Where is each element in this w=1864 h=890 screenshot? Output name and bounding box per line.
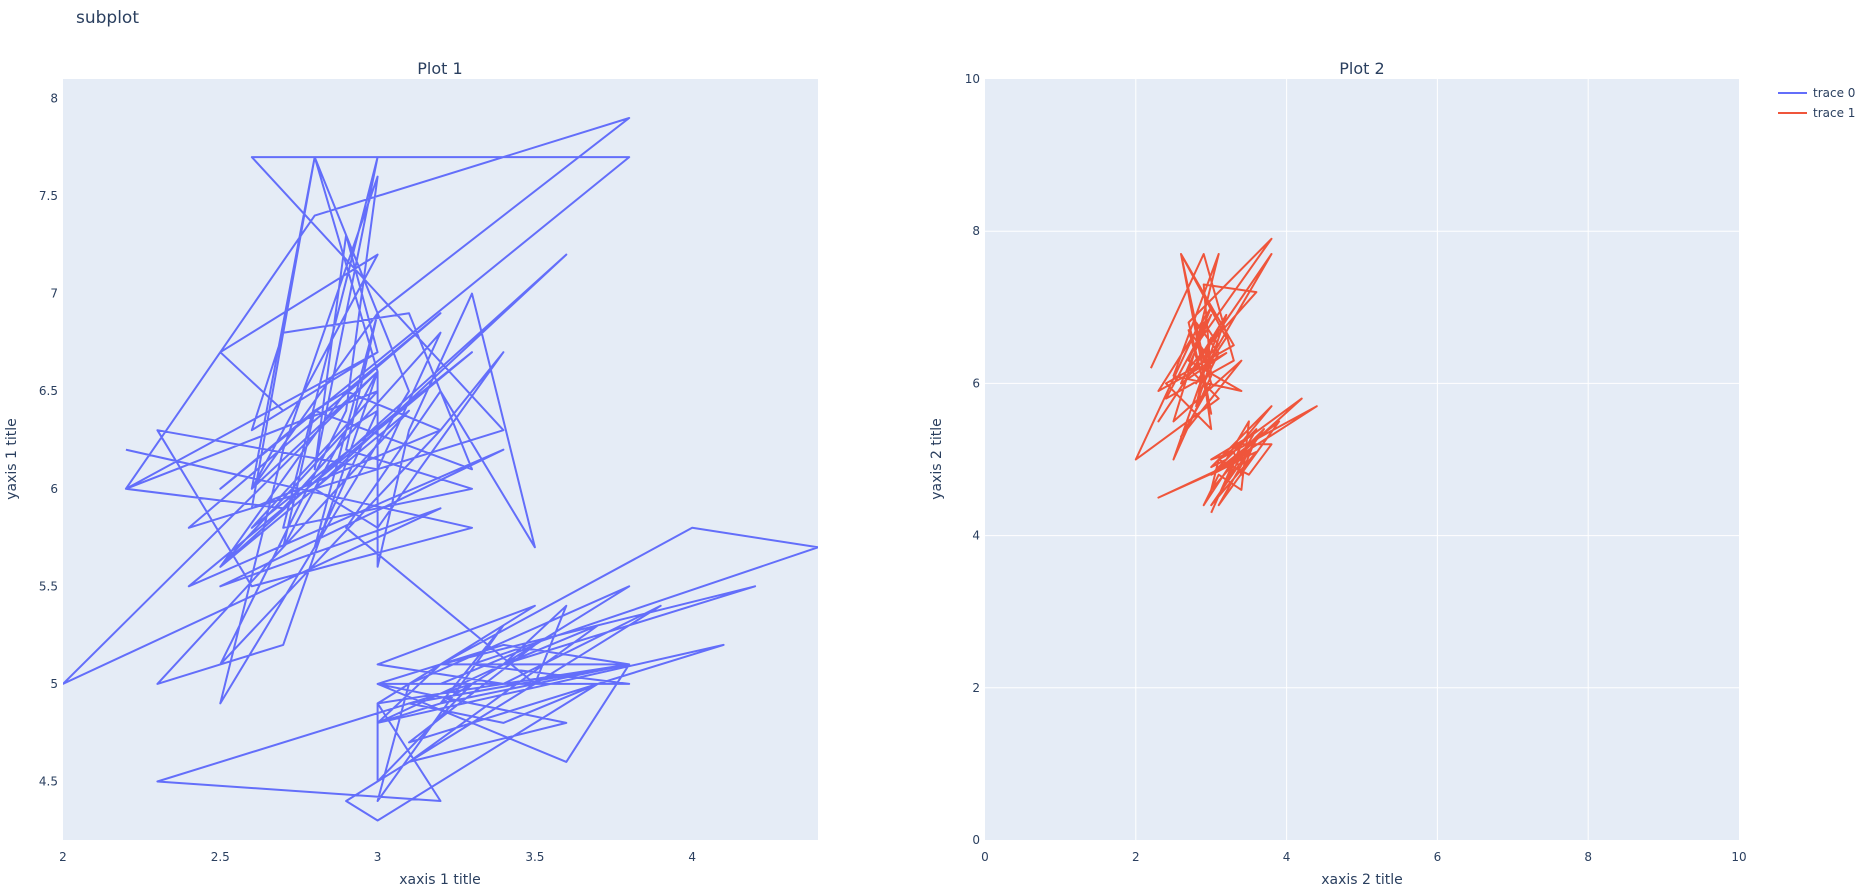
y-tick-label: 7.5 (39, 189, 58, 203)
y-tick-label: 8 (50, 92, 58, 106)
plot-1-title: Plot 1 (417, 59, 462, 78)
y-tick-label: 4.5 (39, 774, 58, 788)
legend-item-trace-1[interactable]: trace 1 (1778, 106, 1855, 120)
plot-2-background (985, 79, 1739, 840)
subplot-1: 2 2.5 3 3.5 4 4.5 5 5.5 6 6.5 7 7.5 8 Plot 1 xaxis … (4, 59, 818, 888)
y-tick-label: 6 (972, 376, 980, 390)
plot-1-x-axis-title: xaxis 1 title (399, 872, 481, 888)
plot-2-title: Plot 2 (1339, 59, 1384, 78)
series-line-trace-0 (63, 117, 818, 822)
plot-2-x-axis-title: xaxis 2 title (1321, 872, 1403, 888)
x-tick-label: 0 (981, 850, 989, 864)
plot-1-y-ticks: 4.5 5 5.5 6 6.5 7 7.5 8 (39, 92, 58, 789)
legend: trace 0 trace 1 (1778, 86, 1855, 120)
y-tick-label: 5 (50, 677, 58, 691)
y-tick-label: 10 (965, 72, 980, 86)
y-tick-label: 6 (50, 482, 58, 496)
x-tick-label: 2.5 (211, 850, 230, 864)
y-tick-label: 4 (972, 529, 980, 543)
plot-2-y-ticks: 0 2 4 6 8 10 (965, 72, 980, 847)
plot-2-y-axis-title: yaxis 2 title (929, 418, 945, 500)
plot-2-x-ticks: 0 2 4 6 8 10 (981, 850, 1746, 864)
x-tick-label: 6 (1434, 850, 1442, 864)
x-tick-label: 2 (59, 850, 67, 864)
y-tick-label: 0 (972, 833, 980, 847)
series-line-trace-1 (1157, 397, 1318, 514)
x-tick-label: 4 (1283, 850, 1291, 864)
x-tick-label: 3 (374, 850, 382, 864)
legend-item-trace-0[interactable]: trace 0 (1778, 86, 1855, 100)
x-tick-label: 2 (1132, 850, 1140, 864)
series-line-trace-1 (1134, 237, 1273, 461)
plot-1-x-ticks: 2 2.5 3 3.5 4 (59, 850, 696, 864)
x-tick-label: 3.5 (525, 850, 544, 864)
legend-label-trace-1: trace 1 (1813, 106, 1855, 120)
x-tick-label: 10 (1731, 850, 1746, 864)
plot-1-y-axis-title: yaxis 1 title (4, 418, 20, 500)
legend-label-trace-0: trace 0 (1813, 86, 1855, 100)
y-tick-label: 7 (50, 287, 58, 301)
x-tick-label: 8 (1584, 850, 1592, 864)
x-tick-label: 4 (688, 850, 696, 864)
y-tick-label: 8 (972, 224, 980, 238)
plot-1-lines (63, 117, 818, 822)
page-title: subplot (76, 8, 140, 28)
plot-2-lines (1134, 237, 1318, 514)
subplot-2: 0 2 4 6 8 10 0 2 4 6 8 10 Plot 2 xaxis 2 title yax… (929, 59, 1747, 888)
y-tick-label: 6.5 (39, 384, 58, 398)
y-tick-label: 2 (972, 681, 980, 695)
y-tick-label: 5.5 (39, 579, 58, 593)
